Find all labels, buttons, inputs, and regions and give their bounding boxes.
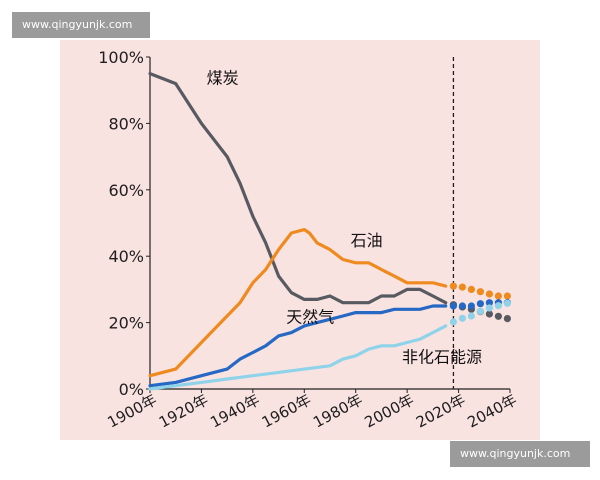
y-tick-label: 80% bbox=[108, 114, 144, 133]
series-forecast-dot bbox=[476, 300, 484, 308]
x-tick-label: 2020年 bbox=[413, 391, 468, 432]
watermark-bottom: www.qingyunjk.com bbox=[450, 441, 590, 467]
y-tick-label: 0% bbox=[119, 380, 144, 399]
x-tick-label: 1920年 bbox=[156, 391, 211, 432]
y-tick-label: 100% bbox=[98, 48, 144, 67]
series-forecast-dot bbox=[449, 302, 457, 310]
x-tick-label: 1960年 bbox=[259, 391, 314, 432]
series-label-0: 煤炭 bbox=[207, 69, 239, 88]
series-forecast-dot bbox=[503, 292, 511, 300]
x-tick-label: 1980年 bbox=[310, 391, 365, 432]
series-forecast-dot bbox=[476, 307, 484, 315]
series-line-2 bbox=[148, 304, 448, 388]
series-forecast-dot bbox=[503, 315, 511, 323]
series-forecast-dot bbox=[494, 302, 502, 310]
series-forecast-dot bbox=[458, 302, 466, 310]
series-forecast-dot bbox=[503, 299, 511, 307]
series-label-1: 石油 bbox=[351, 231, 383, 250]
x-tick-label: 2000年 bbox=[362, 391, 417, 432]
series-forecast-dot bbox=[485, 304, 493, 312]
watermark-top: www.qingyunjk.com bbox=[12, 12, 150, 38]
series-line-0 bbox=[148, 72, 448, 305]
series-forecast-dot bbox=[449, 318, 457, 326]
series-forecast-dot bbox=[485, 290, 493, 298]
series-forecast-dot bbox=[458, 314, 466, 322]
series-forecast-dot bbox=[467, 285, 475, 293]
y-tick-label: 60% bbox=[108, 181, 144, 200]
series-label-2: 天然气 bbox=[286, 308, 334, 327]
x-tick-label: 1940年 bbox=[207, 391, 262, 432]
series-label-3: 非化石能源 bbox=[402, 347, 482, 366]
chart-panel: 0% 20% 40% 60% 80% 100% 1900年 1920年 1940年 1960年 19… bbox=[60, 40, 540, 440]
series-forecast-dot bbox=[458, 283, 466, 291]
series-forecast-dot bbox=[485, 299, 493, 307]
y-tick-label: 20% bbox=[108, 314, 144, 333]
x-tick-label: 2040年 bbox=[464, 391, 519, 432]
series-forecast-dot bbox=[494, 312, 502, 320]
series-line-1 bbox=[148, 228, 448, 378]
series-forecast-dot bbox=[476, 288, 484, 296]
series-forecast-dot bbox=[467, 302, 475, 310]
series-line-3 bbox=[148, 324, 448, 391]
y-tick-label: 40% bbox=[108, 247, 144, 266]
series-forecast-dot bbox=[449, 282, 457, 290]
energy-share-chart: 0%20%40%60%80%100%1900年1920年1940年1960年19… bbox=[98, 48, 520, 432]
series-forecast-dot bbox=[494, 292, 502, 300]
series-forecast-dot bbox=[467, 312, 475, 320]
series-forecast-dot bbox=[485, 310, 493, 318]
